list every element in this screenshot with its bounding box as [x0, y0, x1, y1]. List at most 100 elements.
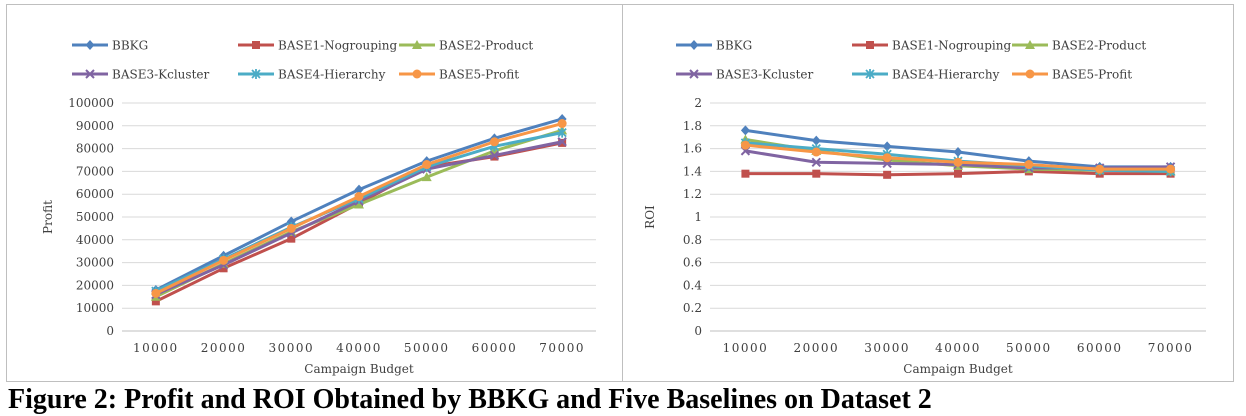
data-point: [557, 127, 567, 138]
roi-chart: 0 0.2 0.4 0.6 0.8 1 1.2 1.4 1.6 1.8 2 10000 20000 300…: [643, 39, 1206, 376]
legend-label: BASE3-Kcluster: [716, 68, 813, 82]
legend-marker: [252, 41, 260, 49]
data-point: [882, 141, 892, 152]
panel-divider: [622, 4, 623, 382]
x-tick-label: 60000: [472, 341, 518, 355]
legend-item-base5-profit: BASE5-Profit: [1012, 68, 1132, 82]
y-tick-label: 1: [694, 210, 702, 224]
legend-marker: [1025, 69, 1035, 79]
data-point: [1095, 164, 1105, 174]
x-tick-label: 70000: [539, 341, 585, 355]
x-tick-label: 40000: [336, 341, 382, 355]
legend-item-base4-hierarchy: BASE4-Hierarchy: [238, 68, 386, 82]
legend-item-base3-kcluster: BASE3-Kcluster: [72, 68, 209, 82]
x-tick-label: 10000: [133, 341, 179, 355]
legend-label: BASE5-Profit: [1052, 68, 1132, 82]
data-point: [740, 140, 750, 150]
y-tick-label: 1.8: [683, 119, 702, 133]
data-point: [883, 170, 892, 179]
x-tick-label: 20000: [793, 341, 839, 355]
legend-item-base3-kcluster: BASE3-Kcluster: [676, 68, 813, 82]
series-base1-nogrouping: [151, 138, 567, 306]
legend-label: BASE1-Nogrouping: [278, 39, 397, 53]
legend-item-base1-nogrouping: BASE1-Nogrouping: [238, 39, 397, 53]
y-axis-title: Profit: [41, 200, 55, 234]
data-point: [811, 157, 821, 167]
series-base5-profit: [740, 140, 1176, 174]
legend-label: BASE5-Profit: [439, 68, 519, 82]
y-tick-label: 1.2: [683, 187, 702, 201]
charts-frame: [6, 4, 1234, 382]
legend-marker: [412, 40, 422, 49]
y-tick-label: 60000: [76, 187, 114, 201]
data-point: [811, 147, 821, 157]
legend-label: BBKG: [716, 39, 752, 53]
figure-caption: Figure 2: Profit and ROI Obtained by BBK…: [8, 384, 932, 415]
legend-marker: [412, 69, 422, 79]
y-tick-label: 0.4: [683, 278, 702, 292]
legend-marker: [251, 69, 261, 79]
y-tick-label: 0: [106, 324, 114, 338]
y-tick-label: 90000: [76, 119, 114, 133]
legend-item-bbkg: BBKG: [72, 39, 148, 53]
data-point: [811, 135, 821, 146]
y-tick-label: 0.2: [683, 301, 702, 315]
y-tick-label: 10000: [76, 301, 114, 315]
data-point: [286, 223, 296, 233]
y-tick-label: 70000: [76, 164, 114, 178]
y-tick-label: 100000: [68, 96, 114, 110]
legend-item-bbkg: BBKG: [676, 39, 752, 53]
y-tick-label: 50000: [76, 210, 114, 224]
data-point: [812, 169, 821, 178]
y-tick-label: 2: [694, 96, 702, 110]
data-point: [953, 157, 963, 167]
series-line: [155, 141, 563, 303]
x-tick-label: 50000: [404, 341, 450, 355]
x-tick-label: 30000: [268, 341, 314, 355]
legend-item-base4-hierarchy: BASE4-Hierarchy: [852, 68, 1000, 82]
profit-chart: 0 10000 20000 30000 40000 50000 60000 70000 8000…: [41, 39, 596, 376]
y-tick-label: 40000: [76, 233, 114, 247]
y-axis-title: ROI: [643, 205, 657, 229]
y-tick-label: 0: [694, 324, 702, 338]
legend-marker: [866, 41, 874, 49]
data-point: [954, 169, 962, 178]
x-tick-label: 20000: [201, 341, 247, 355]
data-point: [489, 137, 499, 147]
legend-marker: [85, 40, 95, 50]
y-tick-label: 1.4: [683, 164, 702, 178]
data-point: [354, 184, 364, 195]
data-point: [953, 147, 963, 158]
data-point: [354, 199, 364, 209]
data-point: [740, 125, 750, 136]
legend-label: BASE2-Product: [439, 39, 533, 53]
x-tick-label: 30000: [864, 341, 910, 355]
legend-marker: [85, 69, 95, 79]
y-tick-label: 1.6: [683, 142, 702, 156]
legend-label: BASE3-Kcluster: [112, 68, 209, 82]
legend-marker: [689, 40, 699, 50]
y-tick-label: 0.8: [683, 233, 702, 247]
legend-item-base1-nogrouping: BASE1-Nogrouping: [852, 39, 1011, 53]
y-tick-label: 80000: [76, 142, 114, 156]
data-point: [354, 191, 364, 201]
data-point: [741, 169, 750, 178]
legend-label: BASE4-Hierarchy: [892, 68, 1000, 82]
y-tick-label: 0.6: [683, 256, 702, 270]
x-tick-label: 40000: [935, 341, 981, 355]
x-tick-label: 70000: [1148, 341, 1194, 355]
data-point: [882, 153, 892, 163]
data-point: [151, 288, 161, 298]
x-tick-label: 50000: [1006, 341, 1052, 355]
data-point: [557, 137, 567, 147]
data-point: [421, 172, 432, 182]
legend-item-base2-product: BASE2-Product: [1012, 39, 1146, 53]
data-point: [422, 160, 432, 170]
legend-marker: [1025, 40, 1035, 49]
legend-label: BASE2-Product: [1052, 39, 1146, 53]
legend-label: BASE1-Nogrouping: [892, 39, 1011, 53]
x-axis-title: Campaign Budget: [903, 362, 1013, 376]
data-point: [1024, 160, 1034, 170]
y-tick-label: 20000: [76, 278, 114, 292]
data-point: [219, 264, 228, 273]
